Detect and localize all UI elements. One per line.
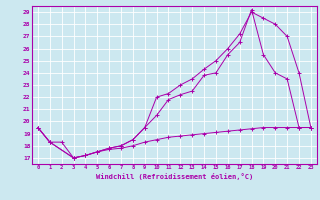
X-axis label: Windchill (Refroidissement éolien,°C): Windchill (Refroidissement éolien,°C): [96, 173, 253, 180]
